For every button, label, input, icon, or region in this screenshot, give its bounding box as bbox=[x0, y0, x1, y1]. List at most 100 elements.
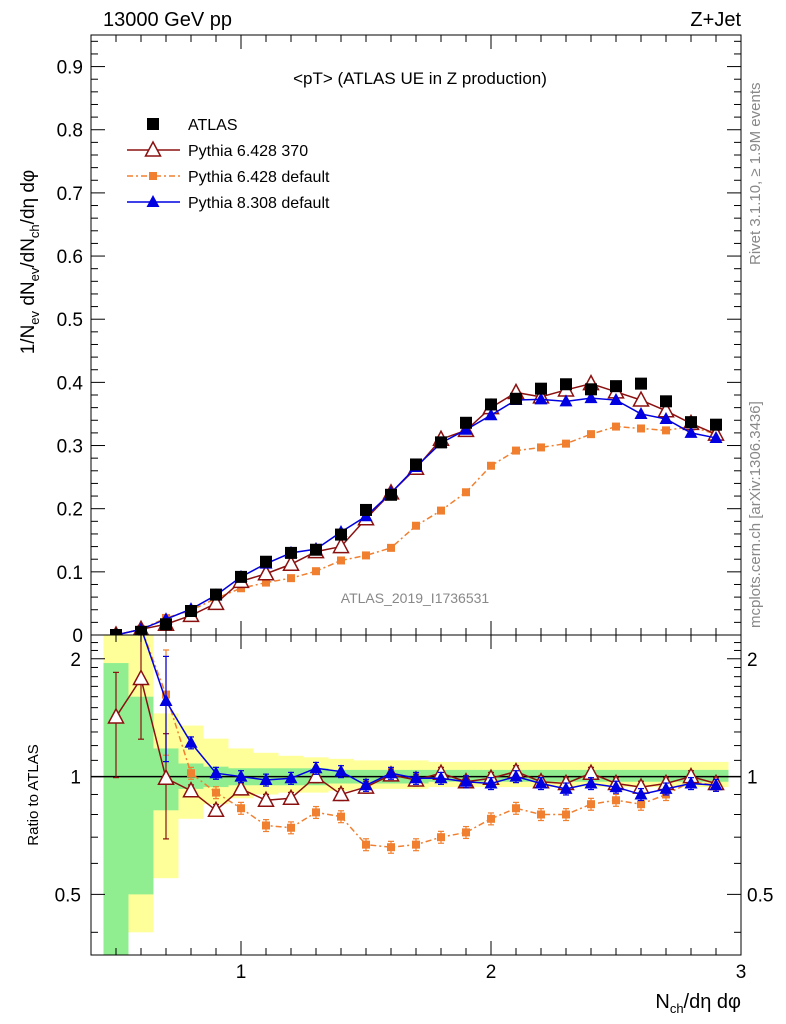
ratio-panel: 0.5 0.5 1 1 2 2 1 2 3 Ratio to ATLAS Nch/dη dφ bbox=[25, 634, 773, 1016]
p8-default-point bbox=[709, 430, 723, 443]
y-tick-label: 0.9 bbox=[57, 58, 83, 79]
p6-default-point bbox=[237, 584, 245, 593]
p8-default-ratio-point bbox=[484, 776, 498, 789]
y-tick-label: 0.6 bbox=[57, 247, 83, 268]
ratio-y-tick-label-right: 0.5 bbox=[747, 885, 773, 906]
ratio-y-tick-label: 1 bbox=[70, 768, 81, 789]
p6-default-point bbox=[662, 426, 670, 435]
ratio-y-tick-label: 0.5 bbox=[55, 885, 81, 906]
rivet-version-label: Rivet 3.1.10, ≥ 1.9M events bbox=[747, 83, 764, 266]
p6-default-ratio-point bbox=[287, 823, 295, 832]
p8-default-ratio-point bbox=[309, 761, 323, 774]
atlas-data-point bbox=[335, 528, 347, 541]
p6-370-point bbox=[332, 536, 350, 554]
p6-default-point bbox=[562, 439, 570, 448]
p6-default-point bbox=[412, 521, 420, 530]
p8-default-ratio-point bbox=[284, 771, 298, 784]
atlas-data-point bbox=[435, 436, 447, 449]
p8-default-ratio-point bbox=[259, 772, 273, 785]
atlas-data-point bbox=[560, 378, 572, 391]
p8-default-ratio-point bbox=[684, 776, 698, 789]
p8-default-ratio-point bbox=[609, 780, 623, 793]
p6-default-point bbox=[337, 556, 345, 565]
main-panel: 0 0.1 0.2 0.3 0.4 0.5 0.6 0.7 0.8 0.9 <pT> (ATLAS… bbox=[18, 34, 742, 647]
atlas-data-point bbox=[285, 546, 297, 559]
x-tick-label: 2 bbox=[486, 962, 497, 983]
p6-370-ratio-point bbox=[132, 668, 150, 686]
y-tick-label: 0.2 bbox=[57, 500, 83, 521]
atlas-data-point bbox=[485, 398, 497, 411]
atlas-data-point bbox=[160, 618, 172, 631]
p6-370-point bbox=[257, 564, 275, 581]
p6-default-ratio-point bbox=[537, 810, 545, 819]
p6-370-ratio-point bbox=[257, 790, 275, 807]
y-tick-label: 0 bbox=[72, 626, 83, 647]
ratio-y-tick-label-right: 2 bbox=[747, 650, 758, 671]
p8-default-ratio-point bbox=[184, 735, 198, 748]
p8-default-ratio-point bbox=[584, 776, 598, 789]
p6-default-ratio-point bbox=[487, 814, 495, 823]
mcplots-source-label: mcplots.cern.ch [arXiv:1306.3436] bbox=[747, 401, 764, 628]
atlas-data-point bbox=[360, 503, 372, 516]
p8-default-ratio-point bbox=[509, 769, 523, 782]
p8-default-ratio-point bbox=[659, 781, 673, 794]
p6-370-point bbox=[632, 390, 650, 407]
p6-default-ratio-point bbox=[387, 843, 395, 852]
ratio-y-tick-label: 2 bbox=[70, 650, 81, 671]
legend-label: Pythia 6.428 370 bbox=[188, 143, 308, 160]
p8-default-ratio-point bbox=[209, 766, 223, 779]
y-tick-label: 0.4 bbox=[57, 373, 84, 394]
p8-default-point bbox=[684, 425, 698, 438]
atlas-data-point bbox=[235, 570, 247, 583]
y-axis-title: 1/Nev dNev/dNch/dη dφ bbox=[18, 170, 42, 355]
atlas-data-point bbox=[585, 383, 597, 396]
x-tick-label: 3 bbox=[736, 962, 747, 983]
p8-default-ratio-point bbox=[634, 787, 648, 800]
p8-default-ratio-point bbox=[159, 693, 173, 706]
p6-default-point bbox=[387, 543, 395, 552]
p8-default-point bbox=[584, 391, 598, 404]
ratio-series-group bbox=[107, 635, 725, 854]
p6-default-ratio-point bbox=[187, 769, 195, 778]
atlas-data-point bbox=[610, 380, 622, 393]
p8-default-ratio-point bbox=[359, 778, 373, 791]
header-right-label: Z+Jet bbox=[690, 9, 741, 31]
legend-marker bbox=[149, 172, 157, 180]
plot-title: <pT> (ATLAS UE in Z production) bbox=[293, 69, 547, 88]
atlas-data-point bbox=[410, 458, 422, 471]
y-tick-label: 0.8 bbox=[57, 121, 83, 142]
atlas-data-point bbox=[385, 488, 397, 501]
legend-marker bbox=[147, 118, 159, 130]
p6-default-ratio-point bbox=[637, 800, 645, 809]
p6-default-point bbox=[262, 578, 270, 587]
p8-default-ratio-point bbox=[384, 766, 398, 779]
atlas-data-point bbox=[310, 543, 322, 556]
p6-default-ratio-point bbox=[587, 800, 595, 809]
p8-default-ratio-point bbox=[434, 771, 448, 784]
y-tick-label: 0.5 bbox=[57, 310, 83, 331]
p6-370-ratio-point bbox=[107, 707, 125, 724]
p6-default-point bbox=[312, 567, 320, 576]
p8-default-ratio-point bbox=[334, 764, 348, 777]
legend-label: Pythia 6.428 default bbox=[188, 169, 330, 186]
p6-default-ratio-point bbox=[437, 833, 445, 842]
p6-370-point bbox=[207, 593, 225, 611]
header-left-label: 13000 GeV pp bbox=[103, 9, 232, 31]
p8-default-point bbox=[659, 412, 673, 424]
analysis-label: ATLAS_2019_I1736531 bbox=[341, 590, 490, 606]
atlas-data-point bbox=[460, 416, 472, 429]
p6-default-point bbox=[287, 574, 295, 583]
p6-370-ratio-point bbox=[157, 768, 175, 786]
p6-default-ratio-point bbox=[312, 808, 320, 817]
p6-default-ratio-point bbox=[562, 810, 570, 819]
p6-default-point bbox=[437, 506, 445, 515]
p6-default-ratio-point bbox=[512, 804, 520, 813]
p8-default-point bbox=[609, 393, 623, 406]
legend-marker bbox=[144, 140, 162, 157]
atlas-data-point bbox=[710, 418, 722, 431]
p6-default-ratio-point bbox=[412, 840, 420, 849]
p6-default-point bbox=[462, 488, 470, 497]
p6-default-ratio-line bbox=[142, 635, 717, 848]
p8-default-ratio-point bbox=[409, 771, 423, 784]
